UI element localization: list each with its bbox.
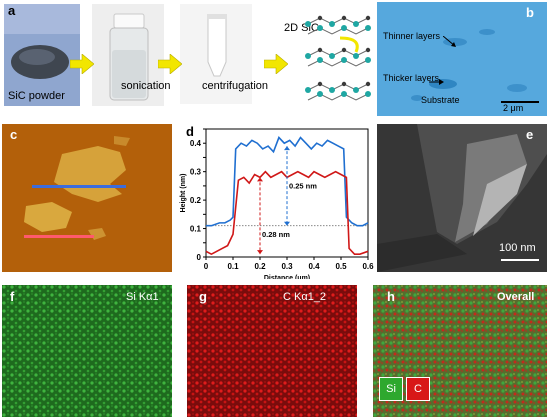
thinner-arrow-icon [443,36,456,47]
panel-letter-d: d [186,124,194,139]
blue-arrowhead-up [284,146,290,151]
red-step-annotation: 0.28 nm [262,230,290,239]
panel-h: h Overall Si C [373,285,547,417]
layered-structure-icon [305,15,371,101]
c-eds-map [187,285,357,417]
thicker-layers-label: Thicker layers [383,73,440,83]
panel-letter-h: h [387,289,395,304]
panel-c: c [2,124,172,272]
panel-d: 0 0.1 0.2 0.3 0.4 0 0.1 0.2 0.3 0.4 0.5 0.6 Distance… [176,121,376,279]
y-tick-label: 0 [197,253,202,262]
thinner-layers-label: Thinner layers [383,31,441,41]
panel-b: b Thinner layers Thicker layers Substrat… [377,2,547,116]
x-axis-label: Distance (μm) [264,275,310,279]
legend-c: C [406,377,430,401]
sic-powder-photo [4,4,80,106]
curved-arrow-icon [339,36,359,53]
panel-letter-e: e [526,127,534,142]
panel-letter-c: c [10,127,18,142]
blue-arrowhead-down [284,221,290,226]
arrow-icon-1 [70,54,94,74]
overall-map-label: Overall [497,291,535,303]
centrifugation-label: centrifugation [202,80,269,92]
x-tick-label: 0.4 [308,262,320,271]
y-tick-label: 0.4 [190,139,202,148]
arrow-shape [70,54,94,74]
panel-letter-g: g [199,289,207,304]
substrate-label: Substrate [421,95,460,105]
panel-g: g C Kα1_2 [187,285,357,417]
red-profile-line [24,235,94,238]
x-tick-label: 0.1 [227,262,239,271]
y-tick-label: 0.2 [190,196,202,205]
red-arrowhead-down [257,250,263,255]
x-tick-label: 0 [204,262,209,271]
series-line-0 [206,136,369,227]
sem-image [377,124,547,272]
x-tick-label: 0.3 [281,262,293,271]
panel-letter-b: b [526,5,534,20]
panel-a: a SiC powder sonication centrifugation 2 [0,0,373,118]
arrow-icon-3 [264,54,288,74]
panel-e: e 100 nm [377,124,547,272]
y-tick-label: 0.3 [190,168,202,177]
x-tick-label: 0.5 [335,262,347,271]
panel-f: f Si Kα1 [2,285,172,417]
thicker-arrow-icon [429,79,444,85]
blue-step-annotation: 0.25 nm [289,182,317,191]
arrow-icon-2 [158,54,182,74]
panel-letter-f: f [10,289,15,304]
sic-powder-label: SiC powder [8,90,65,102]
panel-letter-a: a [8,3,16,18]
height-profile-chart: 0 0.1 0.2 0.3 0.4 0 0.1 0.2 0.3 0.4 0.5 0.6 Distance… [180,128,374,279]
legend-si-label: Si [386,383,396,395]
si-map-label: Si Kα1 [126,291,159,303]
y-axis-label: Height (nm) [180,174,187,213]
centrifuge-tube-photo [180,4,252,104]
blue-profile-line [32,185,126,188]
x-tick-label: 0.2 [254,262,266,271]
y-tick-label: 0.1 [190,225,202,234]
x-tick-label: 0.6 [362,262,374,271]
vial-photo [92,4,164,106]
sem-scale-bar [501,259,539,261]
red-arrowhead-up [257,177,263,182]
sem-scale-label: 100 nm [499,242,536,254]
legend-si: Si [379,377,403,401]
afm-image [2,124,172,272]
scale-bar-label: 2 μm [503,103,524,113]
si-eds-map [2,285,172,417]
c-map-label: C Kα1_2 [283,291,327,303]
substrate-image [377,2,547,116]
legend-c-label: C [414,383,422,395]
scale-bar [501,101,539,103]
sonication-label: sonication [121,80,171,92]
